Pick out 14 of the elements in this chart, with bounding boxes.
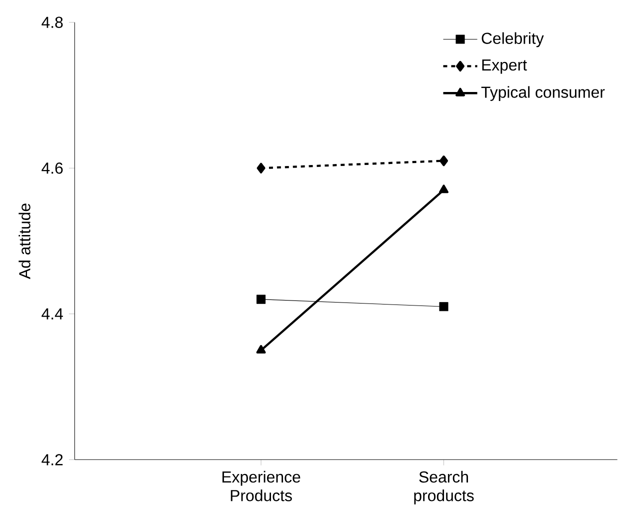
x-tick-label: Search products: [414, 470, 474, 504]
point: [256, 162, 266, 174]
point: [256, 294, 266, 304]
legend-label: Celebrity: [482, 32, 544, 48]
point: [439, 302, 448, 312]
y-tick-label: 4.4: [42, 308, 63, 320]
y-tick-label: 4.6: [42, 162, 63, 174]
y-tick-label: 4.8: [42, 16, 63, 28]
legend-label: Expert: [482, 60, 527, 74]
legend-label: Typical consumer: [481, 86, 605, 102]
point: [440, 156, 448, 166]
x-tick-label: Experience Products: [222, 470, 300, 502]
y-axis-title: Ad attitude: [18, 204, 30, 280]
y-tick-label: 4.2: [42, 454, 63, 466]
